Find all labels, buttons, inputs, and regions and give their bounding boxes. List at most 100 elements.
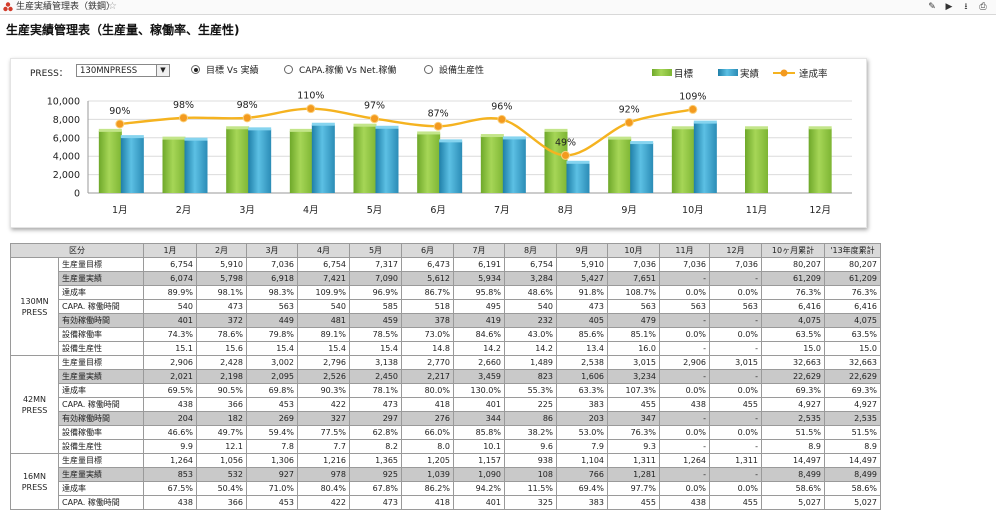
table-cell: 455	[607, 495, 660, 510]
bar-target	[808, 128, 832, 193]
row-label: 生産量目標	[58, 453, 144, 468]
table-row: 生産量実績 2,021 2,198 2,095 2,526 2,450 2,217 3,459…	[11, 369, 881, 384]
radio-dot-icon[interactable]	[284, 65, 293, 74]
table-cell: 540	[504, 299, 557, 314]
table-cell: 2,198	[196, 369, 247, 384]
table-cell: 344	[453, 411, 505, 426]
table-cell: 84.6%	[453, 327, 505, 342]
table-cell: 61,209	[824, 271, 881, 286]
table-cell: 90.5%	[196, 383, 247, 398]
table-cell: 51.5%	[761, 425, 825, 440]
table-cell: 401	[453, 495, 505, 510]
table-cell: 1,264	[143, 453, 197, 468]
table-row: CAPA. 稼働時間 438 366 453 422 473 418 401 325 383 455…	[11, 495, 881, 510]
bar-target-top	[480, 134, 504, 138]
ratio-data-label: 49%	[555, 137, 576, 148]
ratio-data-label: 97%	[364, 101, 385, 112]
table-cell: 2,906	[659, 355, 710, 370]
ratio-point	[561, 150, 570, 160]
legend-marker	[780, 69, 788, 77]
table-cell: 8.2	[349, 439, 402, 454]
table-cell: 94.2%	[453, 481, 505, 496]
bar-actual-top	[439, 139, 463, 143]
table-cell: 2,021	[143, 369, 197, 384]
table-cell: 7,317	[349, 257, 402, 272]
table-cell: 15.4	[246, 341, 298, 356]
press-filter-label: PRESS：	[30, 69, 68, 79]
table-cell: -	[709, 313, 762, 328]
table-cell: 69.3%	[824, 383, 881, 398]
table-cell: 69.5%	[143, 383, 197, 398]
row-label: 達成率	[58, 383, 144, 398]
table-cell: 3,015	[709, 355, 762, 370]
table-cell: 203	[556, 411, 608, 426]
table-cell: 297	[349, 411, 402, 426]
table-cell: 438	[659, 397, 710, 412]
ratio-point	[497, 114, 507, 124]
bar-target	[226, 128, 250, 193]
table-cell: 455	[709, 397, 762, 412]
table-cell: 0.0%	[659, 383, 710, 398]
bar-target	[608, 138, 632, 193]
legend-label: 達成率	[799, 68, 828, 80]
chevron-down-icon[interactable]: ▼	[156, 65, 169, 76]
table-cell: 0.0%	[709, 285, 762, 300]
table-cell: 89.9%	[143, 285, 197, 300]
table-cell: 1,157	[453, 453, 505, 468]
column-header: 7月	[453, 243, 505, 258]
ratio-data-label: 109%	[679, 91, 706, 102]
bar-actual	[311, 124, 335, 193]
table-cell: 90.3%	[297, 383, 350, 398]
table-cell: 69.4%	[556, 481, 608, 496]
table-cell: 5,910	[196, 257, 247, 272]
radio-target-vs-actual[interactable]: 目標 Vs 実績	[191, 65, 259, 77]
y-tick-label: 8,000	[53, 115, 80, 126]
table-cell: 6,918	[246, 271, 298, 286]
y-tick-label: 4,000	[53, 152, 80, 163]
bar-target-top	[808, 126, 832, 130]
bar-target-top	[608, 136, 632, 140]
column-header: 5月	[349, 243, 402, 258]
table-cell: 1,311	[607, 453, 660, 468]
radio-equipment-productivity[interactable]: 設備生産性	[424, 65, 484, 77]
row-label: 生産量実績	[58, 467, 144, 482]
table-cell: 3,284	[504, 271, 557, 286]
table-cell: 378	[401, 313, 454, 328]
table-cell: 10.1	[453, 439, 505, 454]
download-icon[interactable]: ⭳	[964, 2, 968, 12]
table-cell: 383	[556, 397, 608, 412]
favorite-star-icon[interactable]: ☆	[108, 1, 117, 12]
table-cell: 89.1%	[297, 327, 350, 342]
table-cell: 495	[453, 299, 505, 314]
radio-capa-vs-net[interactable]: CAPA.稼働 Vs Net.稼働	[284, 65, 396, 77]
table-cell: 6,074	[143, 271, 197, 286]
table-cell: 8.0	[401, 439, 454, 454]
y-tick-label: 0	[74, 189, 80, 200]
table-cell: 86.2%	[401, 481, 454, 496]
table-cell: 0.0%	[659, 481, 710, 496]
table-cell: 11.5%	[504, 481, 557, 496]
row-label: 生産量実績	[58, 271, 144, 286]
table-cell: 4,075	[824, 313, 881, 328]
table-cell: 853	[143, 467, 197, 482]
edit-icon[interactable]: ✎	[928, 2, 936, 12]
print-icon[interactable]: ⎙	[979, 2, 987, 12]
row-label: 設備生産性	[58, 341, 144, 356]
table-cell: -	[659, 271, 710, 286]
table-cell: 473	[349, 397, 402, 412]
table-cell: 76.3%	[761, 285, 825, 300]
play-icon[interactable]: ▶	[945, 2, 953, 12]
radio-dot-icon[interactable]	[191, 65, 200, 74]
table-cell: 0.0%	[659, 425, 710, 440]
table-cell: 5,934	[453, 271, 505, 286]
table-cell: 61,209	[761, 271, 825, 286]
table-cell: 823	[504, 369, 557, 384]
column-header: 8月	[504, 243, 557, 258]
radio-label: 設備生産性	[439, 66, 485, 76]
press-select[interactable]: 130MNPRESS ▼	[76, 64, 170, 77]
radio-dot-icon[interactable]	[424, 65, 433, 74]
bar-target	[289, 130, 313, 193]
ratio-point	[433, 121, 443, 131]
table-cell: 9.6	[504, 439, 557, 454]
table-cell: 62.8%	[349, 425, 402, 440]
